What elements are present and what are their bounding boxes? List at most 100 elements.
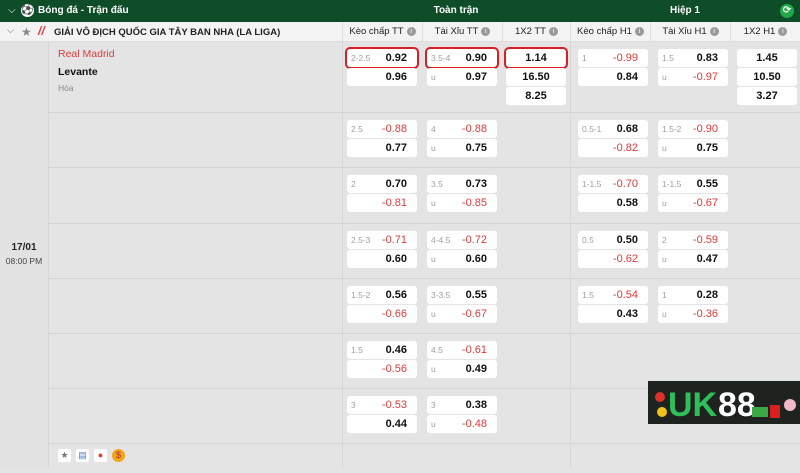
odds-value: 0.96 [385,71,407,83]
odds-row: 3 -0.53 0.44 3 0.38 u -0.48 [48,389,800,444]
handicap-line: 4-4.5 [431,235,451,245]
odds-row: 1.5-2 0.56 -0.66 3-3.5 0.55 u -0.67 1.5 -0.54 0.4… [48,279,800,334]
odds-cell-txh1[interactable]: u -0.67 [658,194,728,212]
info-icon[interactable]: i [709,26,719,36]
odds-cell-kct[interactable]: 0.60 [347,250,417,268]
coin-icon[interactable]: $ [112,449,125,462]
odds-value: -0.67 [692,197,718,209]
odds-cell-kct[interactable]: 2.5-3 -0.71 [347,231,417,249]
odds-cell-txt[interactable]: u 0.60 [427,250,497,268]
odds-cell-txh1[interactable]: u -0.36 [658,305,728,323]
odds-cell-txh1[interactable]: 1.5-2 -0.90 [658,120,728,138]
odds-cell-kct[interactable]: -0.56 [347,360,417,378]
odds-cell-txh1[interactable]: u 0.47 [658,250,728,268]
home-team[interactable]: Real Madrid [58,48,115,60]
info-icon[interactable]: i [634,26,644,36]
info-icon[interactable]: i [481,26,491,36]
odds-cell-kct[interactable]: 2 0.70 [347,175,417,193]
column-divider [570,42,571,468]
favorite-icon[interactable]: ★ [58,449,71,462]
odds-cell-x12[interactable]: 1.14 [504,47,568,69]
odds-cell-x12h1[interactable]: 10.50 [737,68,797,86]
odds-cell-kct[interactable]: -0.81 [347,194,417,212]
odds-cell-txt[interactable]: 4.5 -0.61 [427,341,497,359]
odds-cell-kch1[interactable]: 1.5 -0.54 [578,286,648,304]
league-chevron-icon[interactable]: ⌵ [7,25,15,36]
odds-cell-kch1[interactable]: 1 -0.99 [578,49,648,67]
svg-text:UK: UK [668,386,718,424]
handicap-line: u [662,143,667,153]
odds-value: 0.75 [465,142,487,154]
odds-cell-txt[interactable]: 4 -0.88 [427,120,497,138]
handicap-line: 1 [662,290,667,300]
odds-value: -0.61 [461,344,487,356]
odds-cell-txt[interactable]: u 0.75 [427,139,497,157]
odds-cell-kct[interactable]: 2-2.5 0.92 [345,47,419,69]
odds-cell-kch1[interactable]: 0.84 [578,68,648,86]
odds-cell-x12[interactable]: 16.50 [506,68,566,86]
odds-cell-txh1[interactable]: u 0.75 [658,139,728,157]
odds-cell-txh1[interactable]: 1-1.5 0.55 [658,175,728,193]
odds-row: 1.5 0.46 -0.56 4.5 -0.61 u 0.49 [48,334,800,389]
odds-cell-kct[interactable]: 0.77 [347,139,417,157]
odds-cell-kch1[interactable]: 0.5-1 0.68 [578,120,648,138]
odds-cell-txh1[interactable]: u -0.97 [658,68,728,86]
league-name: GIẢI VÔ ĐỊCH QUỐC GIA TÂY BAN NHA (LA LI… [54,27,281,38]
odds-value: 0.75 [696,142,718,154]
odds-value: 0.49 [465,363,487,375]
away-team[interactable]: Levante [58,66,98,78]
match-date: 17/01 [11,242,37,253]
section-full-match: Toàn trận [433,5,479,16]
odds-cell-txh1[interactable]: 1 0.28 [658,286,728,304]
odds-cell-txt[interactable]: 3.5 0.73 [427,175,497,193]
refresh-icon[interactable]: ⟳ [780,4,794,18]
handicap-line: 2 [662,235,667,245]
info-icon[interactable]: i [406,26,416,36]
odds-cell-kch1[interactable]: 0.43 [578,305,648,323]
odds-value: 0.60 [465,253,487,265]
odds-cell-kct[interactable]: 1.5-2 0.56 [347,286,417,304]
odds-cell-txt[interactable]: 3.5-4 0.90 [425,47,499,69]
odds-cell-kch1[interactable]: 0.5 0.50 [578,231,648,249]
info-icon[interactable]: i [548,26,558,36]
odds-value: -0.97 [692,71,718,83]
odds-cell-txt[interactable]: u -0.48 [427,415,497,433]
favorite-star-icon[interactable]: ★ [21,25,32,39]
collapse-chevron-icon[interactable]: ⌵ [8,5,16,16]
match-actions: ★ ▤ ● $ [48,444,342,468]
odds-cell-txt[interactable]: u -0.85 [427,194,497,212]
odds-cell-kct[interactable]: 3 -0.53 [347,396,417,414]
odds-cell-txh1[interactable]: 1.5 0.83 [658,49,728,67]
handicap-line: 1 [582,53,587,63]
odds-cell-kct[interactable]: 0.96 [347,68,417,86]
odds-cell-kch1[interactable]: 0.58 [578,194,648,212]
odds-cell-x12h1[interactable]: 1.45 [737,49,797,67]
odds-cell-kct[interactable]: 1.5 0.46 [347,341,417,359]
odds-cell-txt[interactable]: u 0.97 [427,68,497,86]
odds-cell-kct[interactable]: 2.5 -0.88 [347,120,417,138]
odds-cell-txt[interactable]: 3-3.5 0.55 [427,286,497,304]
odds-value: 0.90 [465,52,487,64]
odds-value: -0.72 [461,234,487,246]
handicap-line: u [431,198,436,208]
odds-value: -0.66 [381,308,407,320]
odds-cell-x12h1[interactable]: 3.27 [737,87,797,105]
odds-cell-x12[interactable]: 8.25 [506,87,566,105]
odds-value: 1.14 [525,52,547,64]
odds-cell-txt[interactable]: u 0.49 [427,360,497,378]
odds-cell-kct[interactable]: 0.44 [347,415,417,433]
odds-cell-kch1[interactable]: 1-1.5 -0.70 [578,175,648,193]
uk88-logo: UK 88 [648,381,800,424]
odds-value: -0.81 [381,197,407,209]
odds-cell-txt[interactable]: 3 0.38 [427,396,497,414]
odds-cell-txt[interactable]: u -0.67 [427,305,497,323]
odds-cell-txh1[interactable]: 2 -0.59 [658,231,728,249]
hot-fire-icon[interactable]: ● [94,449,107,462]
odds-cell-kct[interactable]: -0.66 [347,305,417,323]
odds-cell-txt[interactable]: 4-4.5 -0.72 [427,231,497,249]
odds-cell-kch1[interactable]: -0.62 [578,250,648,268]
stats-icon[interactable]: ▤ [76,449,89,462]
handicap-line: u [431,364,436,374]
info-icon[interactable]: i [778,26,788,36]
odds-cell-kch1[interactable]: -0.82 [578,139,648,157]
